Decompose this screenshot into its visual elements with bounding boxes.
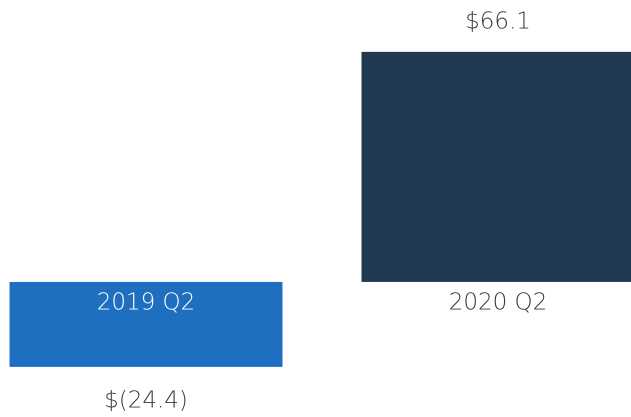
bar [361,51,631,282]
category-label: 2019 Q2 [97,289,196,315]
value-label: $(24.4) [104,387,188,413]
bar [9,281,283,367]
category-label: 2020 Q2 [449,289,548,315]
value-label: $66.1 [465,8,531,34]
